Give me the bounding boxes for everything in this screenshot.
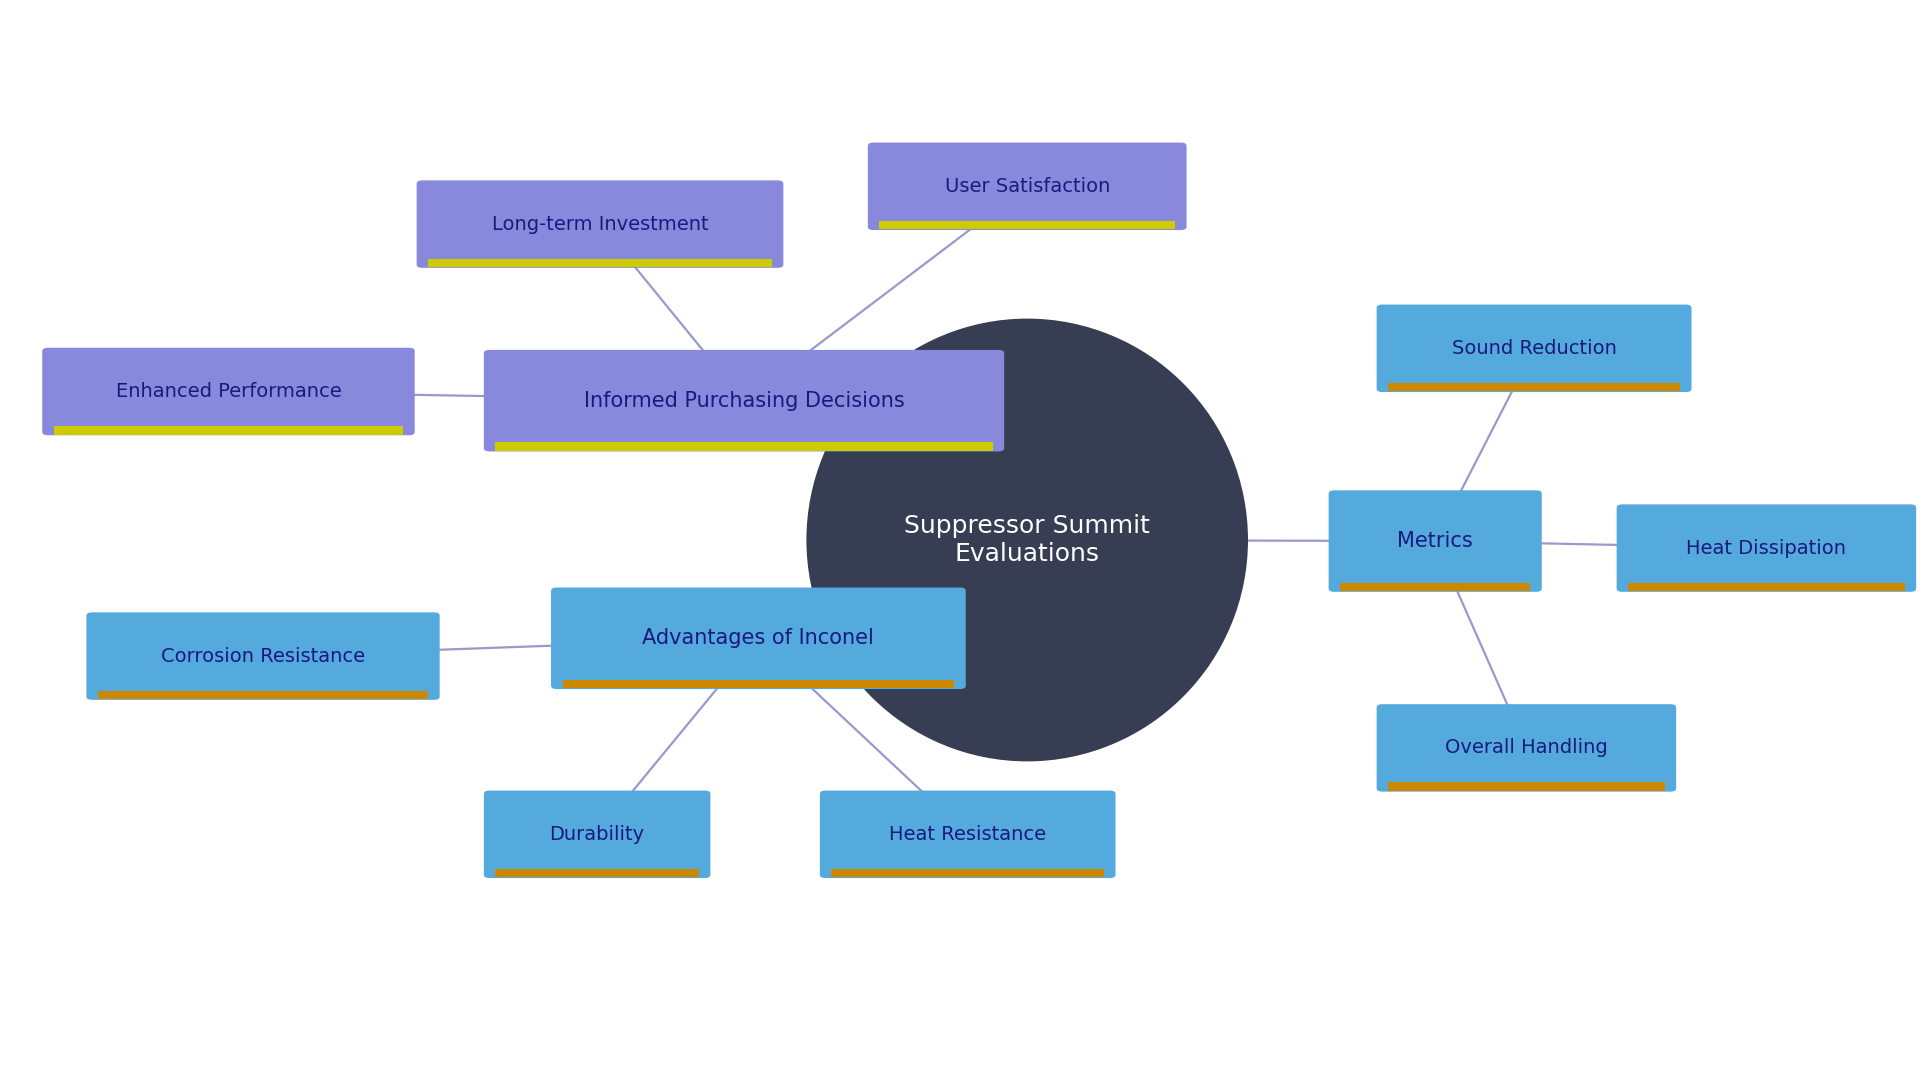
Text: Enhanced Performance: Enhanced Performance [115,382,342,401]
Bar [831,868,1104,877]
Text: Advantages of Inconel: Advantages of Inconel [643,629,874,648]
Text: Sound Reduction: Sound Reduction [1452,339,1617,357]
FancyBboxPatch shape [417,180,783,268]
Text: Overall Handling: Overall Handling [1446,739,1607,757]
FancyBboxPatch shape [484,350,1004,451]
Text: Durability: Durability [549,825,645,843]
Text: Informed Purchasing Decisions: Informed Purchasing Decisions [584,391,904,410]
Bar [495,868,699,877]
Text: Heat Dissipation: Heat Dissipation [1686,539,1847,557]
FancyBboxPatch shape [484,791,710,878]
Bar [54,426,403,434]
Text: Metrics: Metrics [1398,531,1473,551]
Bar [1388,782,1665,791]
FancyBboxPatch shape [86,612,440,700]
Bar [1340,582,1530,591]
Bar [428,258,772,267]
Text: Suppressor Summit
Evaluations: Suppressor Summit Evaluations [904,514,1150,566]
Text: Long-term Investment: Long-term Investment [492,215,708,233]
Ellipse shape [806,319,1248,761]
FancyBboxPatch shape [1329,490,1542,592]
Bar [879,220,1175,229]
Bar [563,679,954,688]
Bar [1388,382,1680,391]
Text: Corrosion Resistance: Corrosion Resistance [161,647,365,665]
FancyBboxPatch shape [1377,704,1676,792]
Text: Heat Resistance: Heat Resistance [889,825,1046,843]
Text: User Satisfaction: User Satisfaction [945,177,1110,195]
FancyBboxPatch shape [1377,305,1692,392]
Bar [98,690,428,699]
Bar [1628,582,1905,591]
FancyBboxPatch shape [42,348,415,435]
FancyBboxPatch shape [1617,504,1916,592]
Bar [495,442,993,450]
FancyBboxPatch shape [820,791,1116,878]
FancyBboxPatch shape [868,143,1187,230]
FancyBboxPatch shape [551,588,966,689]
